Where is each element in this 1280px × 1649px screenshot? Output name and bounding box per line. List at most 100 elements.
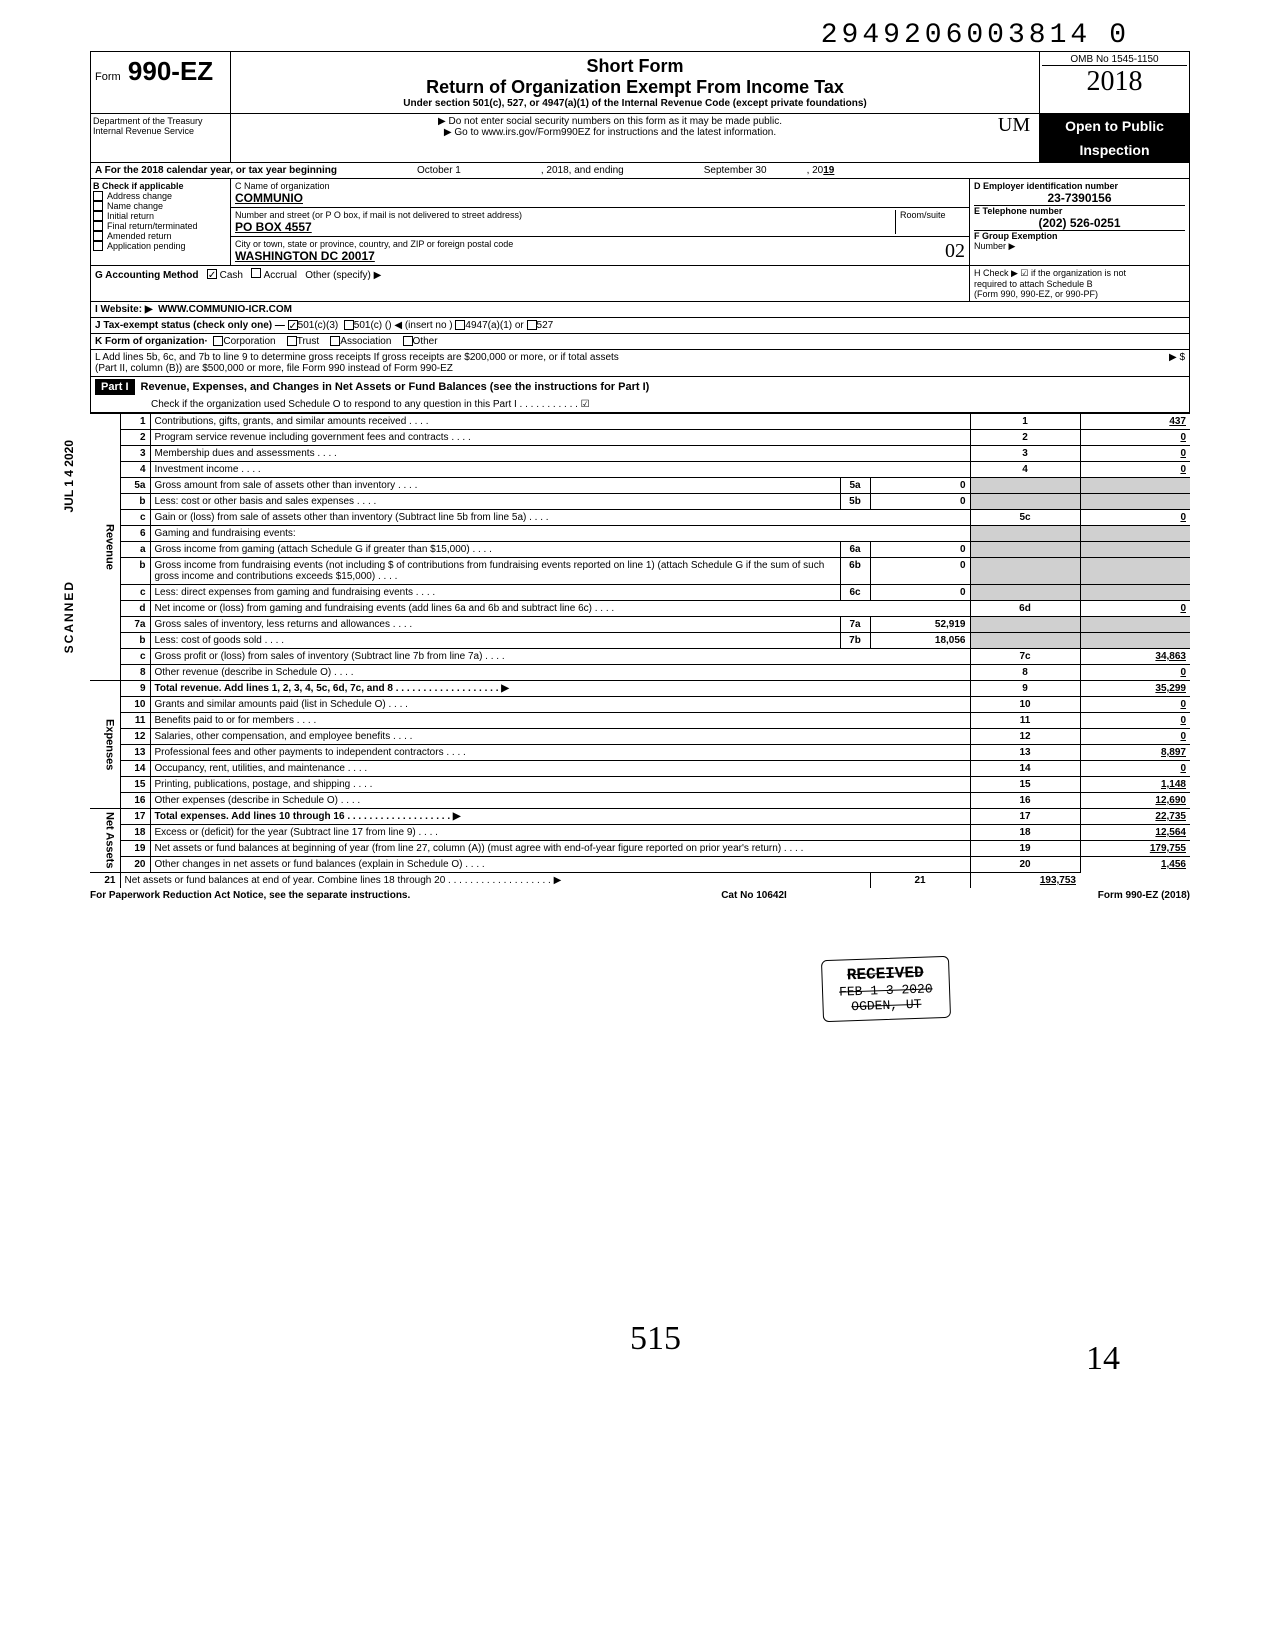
527-check[interactable] — [527, 320, 537, 330]
amended-return-check[interactable] — [93, 231, 103, 241]
line-number: a — [120, 542, 150, 558]
line-text: Gross income from gaming (attach Schedul… — [150, 542, 840, 558]
corp-label: Corporation — [223, 336, 275, 347]
inner-box-label: 7b — [840, 633, 870, 649]
accrual-label: Accrual — [264, 270, 297, 281]
final-return-check[interactable] — [93, 221, 103, 231]
amount-value: 0 — [1080, 697, 1190, 713]
box-label: 1 — [970, 414, 1080, 430]
box-label: 7c — [970, 649, 1080, 665]
line-text: Contributions, gifts, grants, and simila… — [150, 414, 970, 430]
line-text: Investment income . . . . — [150, 462, 970, 478]
inner-box-label: 6a — [840, 542, 870, 558]
amount-value: 0 — [1080, 601, 1190, 617]
open-public-1: Open to Public — [1040, 114, 1189, 138]
box-label: 2 — [970, 430, 1080, 446]
box-label: 11 — [970, 713, 1080, 729]
cash-check[interactable] — [207, 269, 217, 279]
line-text: Net assets or fund balances at beginning… — [150, 841, 970, 857]
insert-no-label: ) ◀ (insert no ) — [388, 320, 452, 331]
jul-date-stamp: JUL 1 4 2020 — [62, 440, 76, 513]
form-word: Form — [95, 71, 121, 83]
box-label: 15 — [970, 777, 1080, 793]
short-form-label: Short Form — [239, 56, 1031, 77]
section-b-header: B Check if applicable — [93, 181, 228, 191]
trust-check[interactable] — [287, 336, 297, 346]
line-number: 7a — [120, 617, 150, 633]
shaded-cell — [970, 558, 1080, 585]
side-label-expenses: Expenses — [90, 681, 120, 809]
line-text: Less: cost or other basis and sales expe… — [150, 494, 840, 510]
amount-value: 0 — [1080, 761, 1190, 777]
amount-value: 8,897 — [1080, 745, 1190, 761]
initial-return-check[interactable] — [93, 211, 103, 221]
501c3-check[interactable] — [288, 320, 298, 330]
shaded-cell — [1080, 585, 1190, 601]
line-number: 8 — [120, 665, 150, 681]
assoc-check[interactable] — [330, 336, 340, 346]
shaded-cell — [970, 617, 1080, 633]
shaded-cell — [1080, 617, 1190, 633]
lines-table: Revenue 1Contributions, gifts, grants, an… — [90, 413, 1190, 888]
line-text: Program service revenue including govern… — [150, 430, 970, 446]
shaded-cell — [1080, 633, 1190, 649]
amount-value: 0 — [1080, 510, 1190, 526]
no-ssn-note: ▶ Do not enter social security numbers o… — [233, 116, 987, 127]
section-h-line2: required to attach Schedule B — [974, 279, 1185, 289]
addr-change-check[interactable] — [93, 191, 103, 201]
app-pending-check[interactable] — [93, 241, 103, 251]
corp-check[interactable] — [213, 336, 223, 346]
box-label: 6d — [970, 601, 1080, 617]
phone-value: (202) 526-0251 — [974, 216, 1185, 230]
line-number: 17 — [120, 809, 150, 825]
shaded-cell — [1080, 494, 1190, 510]
amount-value: 34,863 — [1080, 649, 1190, 665]
handwritten-14: 14 — [1086, 1340, 1120, 1378]
501c-label: 501(c) ( — [354, 320, 388, 331]
amended-return-label: Amended return — [107, 231, 172, 241]
box-label: 16 — [970, 793, 1080, 809]
section-e-label: E Telephone number — [974, 206, 1185, 216]
other-org-check[interactable] — [403, 336, 413, 346]
amount-value: 0 — [1080, 446, 1190, 462]
box-label: 21 — [870, 873, 970, 889]
received-stamp: RECEIVED FEB 1 3 2020 OGDEN, UT — [821, 956, 951, 1022]
section-c-label: C Name of organization — [235, 181, 965, 191]
amount-value: 1,456 — [1080, 857, 1190, 873]
line-text: Professional fees and other payments to … — [150, 745, 970, 761]
accrual-check[interactable] — [251, 268, 261, 278]
under-section: Under section 501(c), 527, or 4947(a)(1)… — [239, 98, 1031, 109]
4947-check[interactable] — [455, 320, 465, 330]
amount-value: 0 — [1080, 462, 1190, 478]
tax-year: 2018 — [1042, 66, 1187, 98]
box-label: 14 — [970, 761, 1080, 777]
box-label: 8 — [970, 665, 1080, 681]
line-text: Net assets or fund balances at end of ye… — [120, 873, 870, 889]
box-label: 17 — [970, 809, 1080, 825]
assoc-label: Association — [340, 336, 391, 347]
shaded-cell — [970, 585, 1080, 601]
inner-amount: 0 — [870, 558, 970, 585]
handwritten-515: 515 — [630, 1320, 681, 1358]
501c-check[interactable] — [344, 320, 354, 330]
amount-value: 437 — [1080, 414, 1190, 430]
line-number: c — [120, 585, 150, 601]
city-label: City or town, state or province, country… — [235, 239, 945, 249]
side-label-revenue: Revenue — [90, 414, 120, 681]
section-h-line3: (Form 990, 990-EZ, or 990-PF) — [974, 289, 1185, 299]
box-label: 20 — [970, 857, 1080, 873]
shaded-cell — [1080, 526, 1190, 542]
box-label: 18 — [970, 825, 1080, 841]
name-change-check[interactable] — [93, 201, 103, 211]
section-l-arrow: ▶ $ — [1065, 352, 1185, 374]
line-number: 2 — [120, 430, 150, 446]
return-title: Return of Organization Exempt From Incom… — [239, 77, 1031, 98]
amount-value: 0 — [1080, 729, 1190, 745]
inner-amount: 18,056 — [870, 633, 970, 649]
527-label: 527 — [537, 320, 554, 331]
box-label: 3 — [970, 446, 1080, 462]
amount-value: 12,690 — [1080, 793, 1190, 809]
inner-box-label: 6c — [840, 585, 870, 601]
line-number: b — [120, 558, 150, 585]
part1-check: Check if the organization used Schedule … — [91, 397, 1189, 412]
